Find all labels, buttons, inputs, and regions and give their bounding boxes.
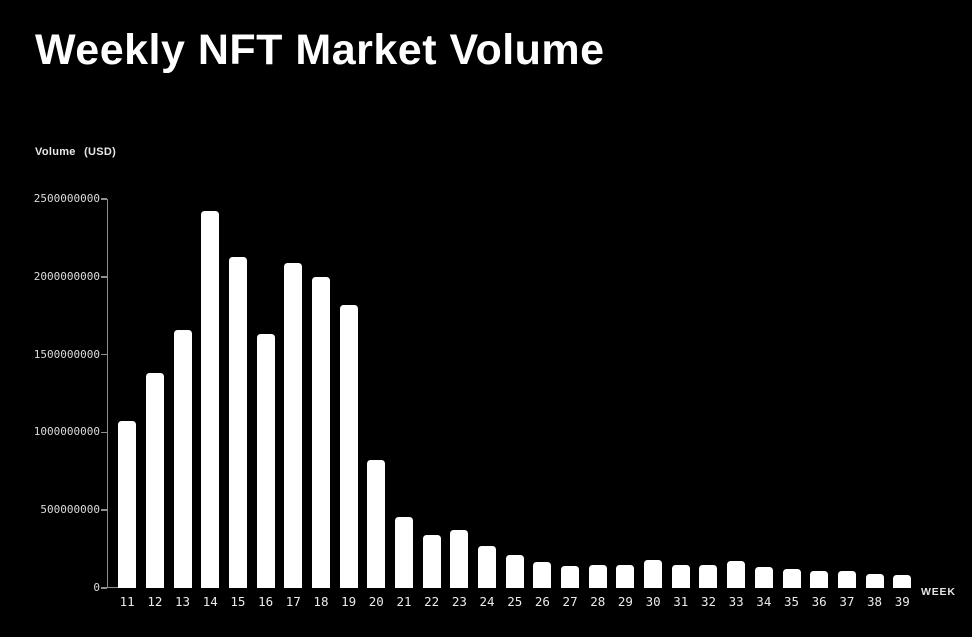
bar-week-17 (284, 262, 303, 588)
bar-week-30 (644, 559, 663, 588)
y-axis-tick (100, 198, 107, 200)
x-tick-label: 26 (534, 594, 550, 609)
bar-week-24 (478, 545, 497, 588)
x-tick-label: 35 (783, 594, 800, 609)
x-tick-label: 18 (313, 594, 329, 609)
x-tick-label: 36 (811, 594, 827, 609)
x-tick-label: 31 (673, 594, 689, 609)
bar-week-13 (173, 329, 192, 588)
bar-week-28 (588, 564, 607, 588)
y-tick-label: 2500000000 (33, 192, 100, 205)
bar-week-31 (671, 565, 690, 588)
x-tick-label: 27 (562, 594, 578, 609)
x-tick-label: 30 (645, 594, 661, 609)
x-tick-label: 13 (175, 594, 191, 609)
bar-week-14 (201, 211, 220, 588)
bar-week-39 (893, 574, 912, 588)
x-tick-label: 21 (396, 594, 412, 609)
bar-week-33 (727, 560, 746, 588)
bar-week-15 (228, 256, 247, 588)
x-tick-label: 11 (119, 594, 135, 609)
bar-week-20 (367, 459, 386, 588)
y-axis-label: Volume (USD) (35, 146, 117, 158)
y-tick-label: 1000000000 (33, 425, 100, 439)
x-tick-label: 32 (700, 594, 716, 609)
x-tick-label: 25 (507, 594, 523, 609)
bar-week-21 (395, 517, 413, 588)
x-tick-label: 16 (258, 594, 274, 609)
bar-week-22 (422, 535, 441, 588)
bar-week-19 (339, 304, 358, 588)
x-axis-foot (106, 586, 118, 588)
bar-week-35 (782, 569, 801, 588)
y-tick-label: 1500000000 (33, 347, 100, 361)
y-axis-tick (100, 353, 107, 356)
x-tick-label: 39 (894, 594, 910, 609)
x-tick-label: 23 (451, 594, 467, 609)
bar-week-36 (810, 570, 829, 588)
x-tick-label: 33 (728, 594, 744, 609)
x-tick-label: 14 (202, 594, 218, 609)
bar-week-27 (561, 566, 580, 588)
y-axis-line (106, 199, 108, 588)
y-tick-label: 0 (93, 581, 100, 594)
chart-title: Weekly NFT Market Volume (35, 26, 605, 74)
bar-week-23 (450, 529, 469, 588)
y-axis-tick (100, 509, 107, 511)
bar-week-29 (616, 564, 635, 588)
y-tick-label: 500000000 (40, 503, 100, 517)
x-tick-label: 12 (147, 594, 163, 609)
bar-week-37 (837, 570, 856, 588)
x-tick-label: 28 (590, 594, 606, 609)
x-tick-label: 24 (479, 594, 495, 609)
bar-week-25 (505, 555, 524, 588)
x-axis-label: WEEK (921, 586, 956, 598)
x-tick-label: 29 (617, 594, 633, 609)
y-axis-tick (100, 276, 107, 278)
x-tick-label: 17 (285, 594, 301, 609)
x-tick-label: 19 (341, 594, 357, 609)
bar-week-38 (865, 573, 884, 588)
bar-week-16 (256, 334, 275, 588)
bar-week-11 (118, 420, 137, 588)
x-tick-label: 37 (839, 594, 855, 609)
bar-week-34 (754, 566, 773, 588)
bar-week-12 (145, 373, 164, 588)
x-tick-label: 38 (867, 594, 883, 609)
bar-week-18 (311, 276, 330, 588)
bar-week-26 (533, 562, 552, 588)
y-axis-tick (100, 587, 107, 589)
bar-week-32 (699, 564, 718, 588)
x-tick-label: 34 (756, 594, 772, 609)
x-tick-label: 20 (368, 594, 384, 609)
x-tick-label: 15 (230, 594, 246, 609)
x-tick-label: 22 (424, 594, 440, 609)
y-axis-tick (100, 431, 107, 434)
y-tick-label: 2000000000 (33, 269, 100, 283)
